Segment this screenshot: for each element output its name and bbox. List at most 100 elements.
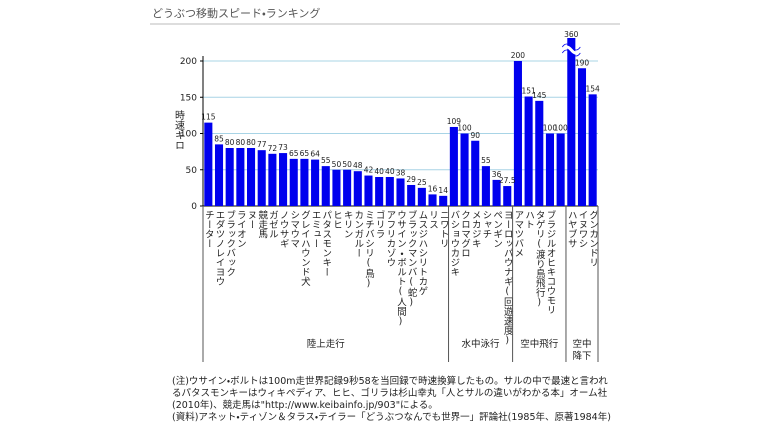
value-label: 72 bbox=[268, 144, 278, 153]
bar bbox=[247, 148, 256, 206]
x-tick-label: イヌワシ bbox=[576, 210, 588, 248]
x-tick-label: ヌー bbox=[246, 210, 257, 229]
bar bbox=[343, 169, 352, 206]
value-label: 100 bbox=[553, 124, 568, 133]
x-tick-label: メカジキ bbox=[470, 210, 481, 248]
value-label: 90 bbox=[470, 131, 480, 140]
x-tick-label: ブラジルオヒキコウモリ bbox=[544, 209, 556, 314]
value-label: 73 bbox=[278, 143, 288, 152]
value-label: 65 bbox=[289, 149, 299, 158]
x-tick-label: ノウサギ bbox=[278, 210, 290, 248]
group-label: 水中泳行 bbox=[461, 339, 500, 350]
value-label: 29 bbox=[406, 175, 416, 184]
axis-break bbox=[561, 45, 582, 55]
value-label: 48 bbox=[353, 161, 363, 170]
bar bbox=[556, 133, 565, 206]
value-label: 50 bbox=[332, 160, 342, 169]
y-tick-label: 150 bbox=[180, 93, 197, 103]
value-label: 55 bbox=[321, 156, 331, 165]
value-label: 154 bbox=[585, 84, 600, 93]
x-tick-label: アフリカゾウ bbox=[384, 210, 395, 267]
x-tick-label: キリン bbox=[342, 210, 353, 239]
value-label: 200 bbox=[511, 51, 526, 60]
value-label: 100 bbox=[457, 124, 472, 133]
bar bbox=[300, 158, 309, 206]
value-label: 40 bbox=[374, 167, 384, 176]
value-label: 40 bbox=[385, 167, 395, 176]
note-line: (注)ウサイン・ボルトは100m走世界記録9秒58を当回録で時速換算したもの。サ… bbox=[172, 376, 608, 411]
bar bbox=[449, 126, 458, 206]
group-label: 空中降下 bbox=[572, 339, 592, 362]
y-tick-label: 100 bbox=[180, 130, 197, 140]
bar bbox=[588, 94, 597, 206]
axis-break bbox=[561, 43, 581, 57]
value-label: 145 bbox=[532, 91, 547, 100]
x-tick-label: ニワトリ bbox=[438, 210, 450, 248]
y-axis-label: 時速キロ bbox=[173, 110, 185, 150]
x-tick-label: タゲリ(渡り鳥飛行) bbox=[534, 210, 546, 308]
x-tick-label: ライオン bbox=[235, 210, 247, 248]
x-tick-label: カンガルー bbox=[352, 210, 364, 258]
bar bbox=[375, 177, 384, 206]
x-tick-label: ミチバシリ(鳥) bbox=[363, 210, 375, 289]
x-tick-label: ヨーロッパウナギ(回遊速度) bbox=[502, 210, 514, 346]
value-label: 80 bbox=[225, 138, 235, 147]
notes: (注)ウサイン・ボルトは100m走世界記録9秒58を当回録で時速換算したもの。サ… bbox=[172, 376, 612, 424]
bar bbox=[439, 195, 448, 206]
value-label: 151 bbox=[521, 87, 536, 96]
value-label: 115 bbox=[201, 113, 216, 122]
bar bbox=[428, 194, 437, 206]
value-label: 50 bbox=[342, 160, 352, 169]
value-label: 16 bbox=[428, 184, 438, 193]
bar bbox=[460, 133, 469, 206]
x-tick-label: パタスモンキー bbox=[320, 210, 332, 277]
x-tick-label: チーター bbox=[203, 210, 215, 248]
bar bbox=[225, 148, 234, 206]
x-tick-label: リス bbox=[427, 210, 438, 229]
value-label: 42 bbox=[364, 166, 374, 175]
chart-title: どうぶつ移動スピード・ランキング bbox=[152, 6, 320, 20]
y-tick-label: 200 bbox=[180, 57, 197, 67]
bar bbox=[513, 61, 522, 206]
bar bbox=[214, 144, 224, 206]
group-label: 空中飛行 bbox=[520, 339, 559, 350]
bar bbox=[407, 184, 416, 206]
value-label: 38 bbox=[396, 168, 406, 177]
x-tick-label: グンカンドリ bbox=[587, 210, 599, 267]
x-tick-label: ムスジハシリトカゲ bbox=[416, 210, 428, 296]
note-line: (資料)アネット・ティゾン＆タラス・テイラー「どうぶつなんでも世界一」評論社(1… bbox=[172, 412, 611, 423]
bar bbox=[385, 177, 394, 206]
y-tick-label: 0 bbox=[191, 202, 197, 212]
x-tick-label: エダツノレイヨウ bbox=[214, 210, 226, 286]
x-tick-label: ヒヒ bbox=[331, 210, 342, 229]
bar bbox=[567, 38, 576, 206]
bar bbox=[353, 171, 362, 206]
x-tick-label: ガゼル bbox=[267, 210, 279, 239]
bar bbox=[268, 153, 277, 206]
x-tick-label: ハト bbox=[523, 210, 535, 229]
x-tick-label: クロマグロ bbox=[459, 210, 471, 258]
x-tick-label: 競走馬 bbox=[256, 209, 268, 239]
bar bbox=[204, 122, 213, 206]
bar bbox=[236, 148, 245, 206]
value-label: 190 bbox=[575, 58, 590, 67]
bar bbox=[364, 175, 373, 206]
value-label: 27.5 bbox=[499, 176, 516, 185]
bar bbox=[279, 153, 288, 206]
x-tick-label: アマツバメ bbox=[512, 210, 524, 258]
x-tick-label: シャチ bbox=[480, 210, 491, 239]
value-label: 80 bbox=[246, 138, 256, 147]
value-label: 77 bbox=[257, 140, 267, 149]
group-label: 陸上走行 bbox=[306, 339, 345, 350]
bar bbox=[417, 187, 426, 206]
value-label: 65 bbox=[300, 149, 310, 158]
x-tick-label: ペンギン bbox=[491, 210, 503, 248]
value-label: 25 bbox=[417, 178, 427, 187]
x-tick-label: ブラックマンバ(蛇) bbox=[406, 209, 418, 308]
y-tick-label: 50 bbox=[186, 166, 198, 176]
bar bbox=[321, 166, 330, 206]
bar bbox=[289, 158, 298, 206]
bar bbox=[396, 178, 405, 206]
